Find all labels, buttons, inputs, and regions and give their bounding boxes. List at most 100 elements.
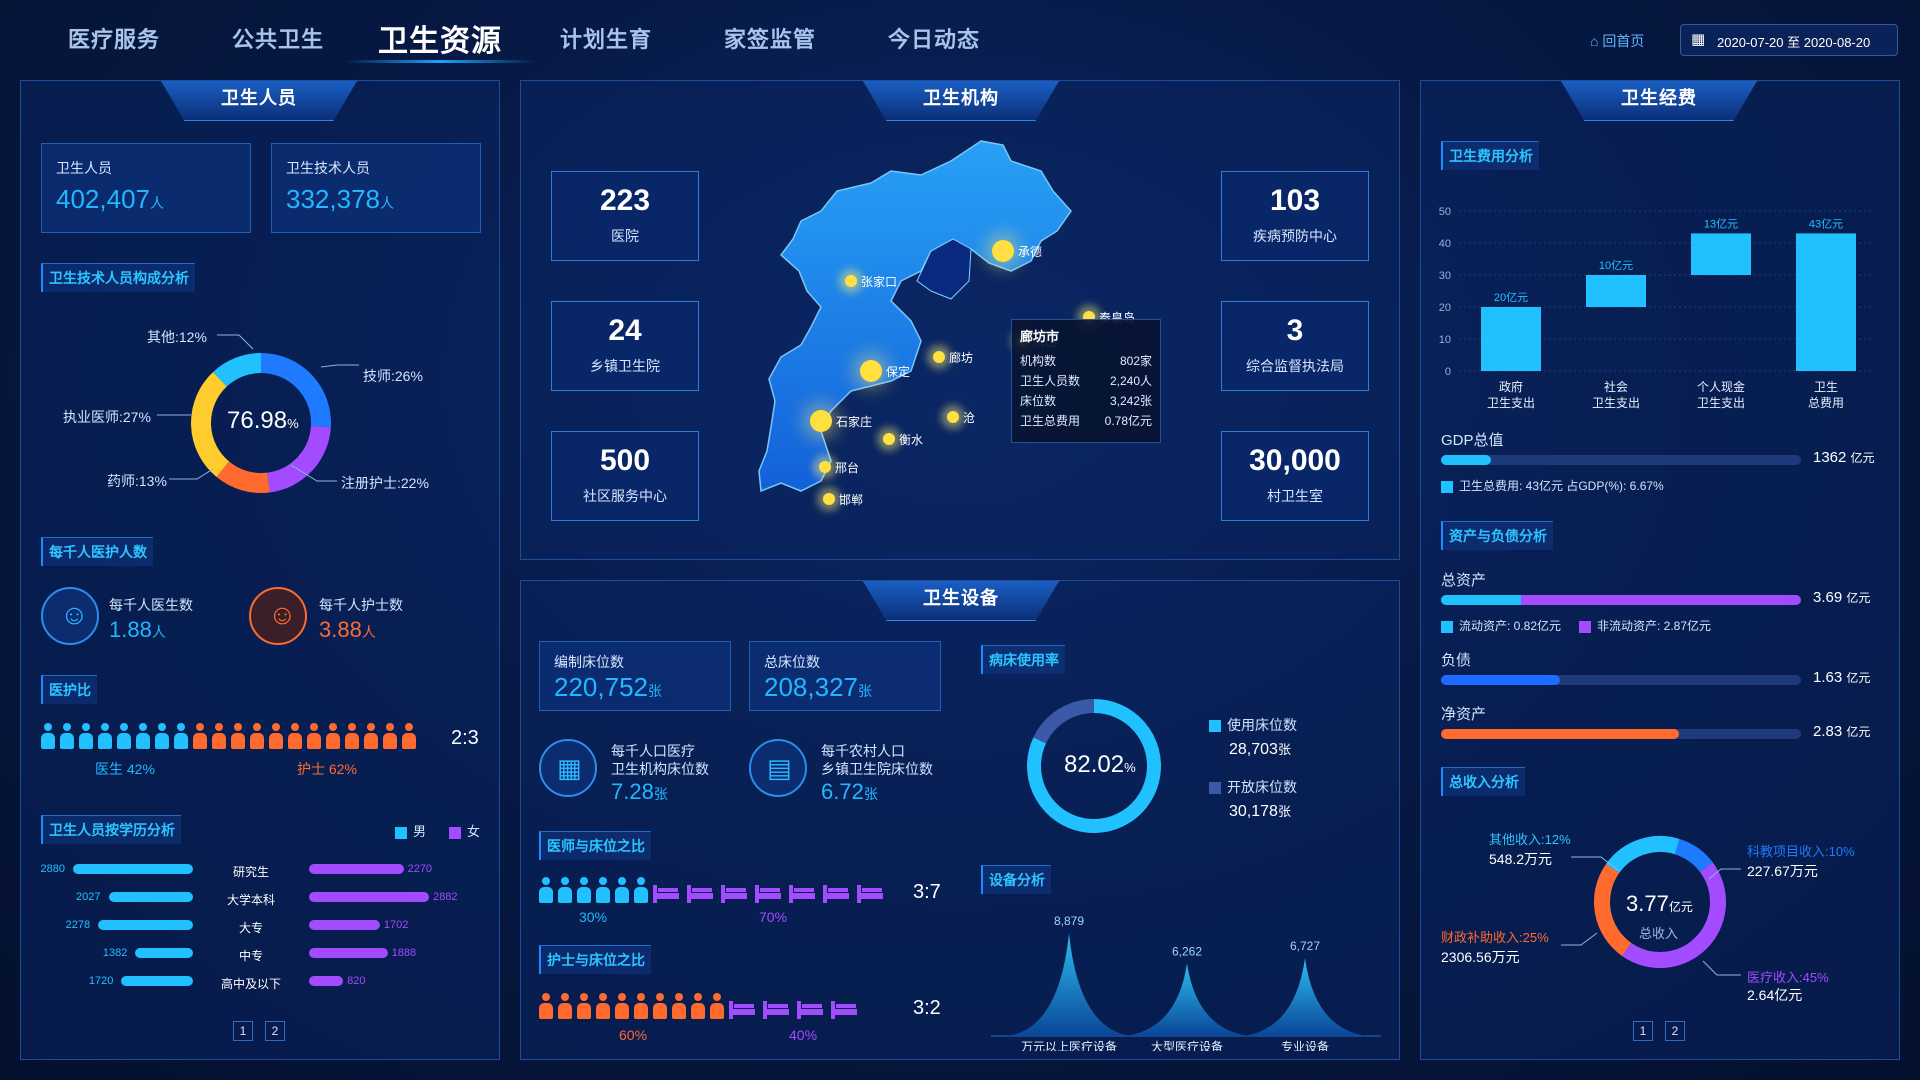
page-button-2[interactable]: 2 xyxy=(265,1021,285,1041)
doctor-bed-right: 70% xyxy=(759,909,788,925)
bed-icon xyxy=(823,885,849,903)
doctor-person-icon xyxy=(117,723,131,749)
page-button-2[interactable]: 2 xyxy=(1665,1021,1685,1041)
bar-category-label: 总费用 xyxy=(1808,396,1844,410)
composition-label-technician: 技师:26% xyxy=(363,368,423,384)
date-range-picker[interactable]: ▦ 2020-07-20 至 2020-08-20 xyxy=(1680,24,1898,56)
bed-icon xyxy=(763,1001,789,1019)
hospital-bed-icon: ▦ xyxy=(539,739,597,797)
page-button-1[interactable]: 1 xyxy=(1633,1021,1653,1041)
net-assets-label: 净资产 xyxy=(1441,706,1487,723)
bar-category-label: 卫生 xyxy=(1814,380,1838,394)
ratio-nurse-label: 护士 62% xyxy=(297,761,357,777)
bar-category-label: 卫生支出 xyxy=(1487,396,1535,410)
person-icon xyxy=(558,877,572,903)
doctor-bed-ratio: 3:7 xyxy=(913,881,941,903)
donut-slice-财政补助收入 xyxy=(1594,863,1632,956)
bed-icon xyxy=(831,1001,857,1019)
doctor-person-icon xyxy=(136,723,150,749)
y-tick-label: 40 xyxy=(1439,238,1451,250)
y-tick-label: 50 xyxy=(1439,206,1451,218)
donut-slice-注册护士 xyxy=(266,425,331,493)
person-icon xyxy=(539,877,553,903)
city-dot xyxy=(992,240,1014,262)
tooltip-row: 卫生总费用 0.78亿元 xyxy=(1020,414,1152,428)
bar-category-label: 社会 xyxy=(1604,379,1628,394)
stat-planned-beds: 编制床位数 220,752张 xyxy=(539,641,731,711)
person-icon xyxy=(615,877,629,903)
nav-health-resources[interactable]: 卫生资源 xyxy=(378,25,502,58)
home-label: 回首页 xyxy=(1602,33,1645,49)
debt-label: 负债 xyxy=(1441,652,1472,669)
nav-public-health[interactable]: 公共卫生 xyxy=(232,27,325,52)
nurse-person-icon xyxy=(231,723,245,749)
org-box-village: 30,000 村卫生室 xyxy=(1221,431,1369,521)
total-assets-value: 3.69 亿元 xyxy=(1813,589,1871,606)
total-assets-track xyxy=(1441,595,1801,605)
stat-health-personnel: 卫生人员 402,407人 xyxy=(41,143,251,233)
income-leader-lines xyxy=(1561,856,1741,976)
city-dot xyxy=(845,275,857,287)
gdp-note: 卫生总费用: 43亿元 占GDP(%): 6.67% xyxy=(1441,477,1664,494)
male-bar xyxy=(121,976,193,986)
composition-label-nurse: 注册护士:22% xyxy=(341,475,429,491)
education-legend-female: 女 xyxy=(449,821,480,840)
page-button-1[interactable]: 1 xyxy=(233,1021,253,1041)
female-bar xyxy=(309,948,388,958)
income-center-label: 总收入 xyxy=(1639,926,1679,941)
education-label: 大专 xyxy=(238,921,263,935)
income-donut xyxy=(1594,836,1726,968)
donut-slice-其他收入 xyxy=(1606,836,1680,874)
nav-medical-service[interactable]: 医疗服务 xyxy=(68,27,161,52)
cost-bar xyxy=(1481,307,1541,371)
bed-icon xyxy=(755,885,781,903)
legend-used-beds: 使用床位数 xyxy=(1209,715,1297,735)
cost-bar xyxy=(1586,275,1646,307)
female-bar xyxy=(309,976,344,986)
donut-slice-open xyxy=(1033,699,1095,744)
nav-family-doctor[interactable]: 家签监管 xyxy=(724,27,817,52)
education-label: 中专 xyxy=(238,949,263,963)
section-title-composition: 卫生技术人员构成分析 xyxy=(41,263,195,292)
female-value: 1888 xyxy=(391,947,417,959)
person-icon xyxy=(596,993,610,1019)
y-tick-label: 0 xyxy=(1445,366,1451,378)
person-icon xyxy=(653,993,667,1019)
person-icon xyxy=(615,993,629,1019)
org-box-cdc: 103 疾病预防中心 xyxy=(1221,171,1369,261)
income-value-research: 227.67万元 xyxy=(1747,863,1818,879)
section-title-nurse-bed: 护士与床位之比 xyxy=(539,945,651,974)
equipment-panel: 卫生设备 编制床位数 220,752张 总床位数 208,327张 ▦ 每千人口… xyxy=(520,580,1400,1060)
nav-family-planning[interactable]: 计划生育 xyxy=(560,27,653,52)
city-label: 邯郸 xyxy=(839,493,864,507)
nurse-person-icon xyxy=(212,723,226,749)
nav-today[interactable]: 今日动态 xyxy=(888,27,981,52)
donut-slice-技师 xyxy=(260,353,331,428)
tooltip-rows: 机构数 802家 卫生人员数 2,240人 床位数 3,242张 卫生总费用 0.78亿元 xyxy=(1020,351,1152,431)
doctor-person-icon xyxy=(60,723,74,749)
doctor-bed-icons xyxy=(539,877,919,907)
cost-bar xyxy=(1796,233,1856,371)
org-box-community: 500 社区服务中心 xyxy=(551,431,699,521)
home-link[interactable]: ⌂ 回首页 xyxy=(1590,31,1644,51)
composition-center-value: 76.98% xyxy=(227,407,299,434)
nurse-bed-right: 40% xyxy=(789,1027,818,1043)
doctor-per-thousand-label: 每千人医生数 xyxy=(109,597,193,613)
doctor-person-icon xyxy=(41,723,55,749)
female-value: 2882 xyxy=(433,891,458,903)
income-label-research: 科教项目收入:10% xyxy=(1747,844,1855,859)
donut-slice-其他 xyxy=(213,353,262,387)
gdp-label: GDP总值 xyxy=(1441,432,1504,449)
device-value: 6,262 xyxy=(1172,944,1202,958)
city-dot xyxy=(810,410,832,432)
nurse-person-icon xyxy=(345,723,359,749)
section-title-education: 卫生人员按学历分析 xyxy=(41,815,181,844)
person-icon xyxy=(710,993,724,1019)
nurse-bed-ratio: 3:2 xyxy=(913,997,941,1019)
city-label: 承德 xyxy=(1018,245,1043,259)
panel-title: 卫生设备 xyxy=(863,581,1059,621)
y-tick-label: 10 xyxy=(1439,334,1451,346)
tooltip-row: 床位数 3,242张 xyxy=(1020,394,1152,408)
person-icon xyxy=(596,877,610,903)
city-dot xyxy=(947,411,959,423)
